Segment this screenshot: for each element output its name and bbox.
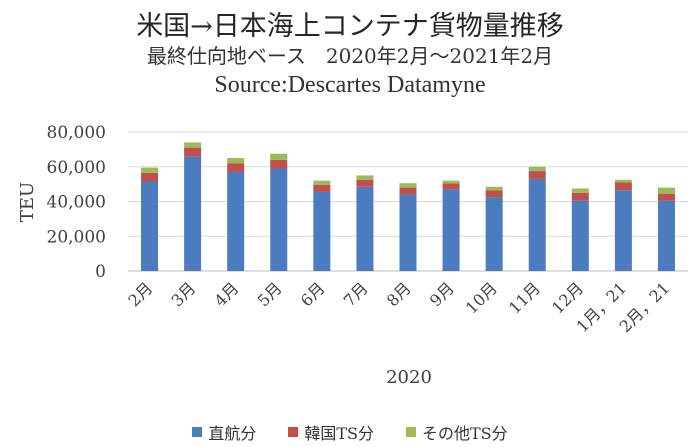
legend-swatch-korea bbox=[288, 427, 299, 437]
y-tick-label: 60,000 bbox=[47, 158, 106, 178]
x-tick-label: 12月 bbox=[548, 278, 587, 317]
bar-other bbox=[184, 142, 202, 148]
bar-direct bbox=[356, 186, 374, 271]
bar-korea bbox=[528, 171, 546, 179]
chart-subtitle: 最終仕向地ベース 2020年2月～2021年2月 bbox=[146, 44, 554, 68]
y-tick-label: 20,000 bbox=[47, 227, 106, 247]
x-tick-label: 3月 bbox=[167, 278, 199, 310]
legend-swatch-other bbox=[406, 427, 416, 437]
bar-direct bbox=[184, 156, 202, 271]
x-tick-label: 5月 bbox=[254, 278, 286, 310]
legend-item-korea: 韓国TS分 bbox=[288, 420, 374, 444]
bar-korea bbox=[442, 183, 460, 190]
bar-korea bbox=[356, 179, 374, 187]
y-tick-label: 0 bbox=[95, 262, 106, 282]
bar-other bbox=[313, 180, 331, 185]
x-tick-label: 2月 bbox=[124, 278, 156, 310]
bar-direct bbox=[141, 181, 159, 271]
y-tick-label: 80,000 bbox=[47, 123, 106, 143]
x-tick-label: 8月 bbox=[383, 278, 415, 310]
y-axis-label: TEU bbox=[17, 182, 38, 222]
bar-korea bbox=[657, 193, 675, 201]
legend-label-korea: 韓国TS分 bbox=[304, 424, 374, 443]
bar-korea bbox=[141, 172, 159, 182]
x-tick-label: 6月 bbox=[297, 278, 329, 310]
bar-direct bbox=[399, 194, 417, 271]
bar-direct bbox=[442, 189, 460, 271]
bar-other bbox=[571, 188, 589, 193]
legend-label-direct: 直航分 bbox=[208, 424, 257, 443]
bar-direct bbox=[571, 200, 589, 271]
legend-swatch-direct bbox=[192, 427, 203, 437]
bar-other bbox=[485, 186, 503, 191]
bar-other bbox=[270, 153, 288, 160]
chart-title: 米国→日本海上コンテナ貨物量推移 bbox=[136, 11, 564, 42]
bar-other bbox=[528, 166, 546, 172]
bar-other bbox=[356, 175, 374, 180]
x-tick-label: 7月 bbox=[340, 278, 372, 310]
bar-other bbox=[442, 180, 460, 184]
bar-korea bbox=[270, 159, 288, 169]
x-tick-label: 11月 bbox=[505, 278, 544, 317]
legend-label-other: その他TS分 bbox=[422, 424, 508, 443]
x-axis-label: 2020 bbox=[386, 367, 432, 388]
bar-direct bbox=[313, 191, 331, 271]
chart-source: Source:Descartes Datamyne bbox=[214, 72, 486, 98]
bar-direct bbox=[614, 190, 632, 271]
x-tick-label: 10月 bbox=[462, 278, 501, 317]
bar-korea bbox=[227, 163, 245, 172]
bar-direct bbox=[270, 168, 288, 271]
bar-direct bbox=[528, 178, 546, 271]
bar-other bbox=[657, 187, 675, 194]
bar-direct bbox=[227, 171, 245, 271]
x-tick-label: 9月 bbox=[426, 278, 458, 310]
y-tick-label: 40,000 bbox=[47, 193, 106, 213]
bar-direct bbox=[657, 200, 675, 271]
bar-korea bbox=[313, 184, 331, 192]
bar-korea bbox=[184, 147, 202, 157]
bar-korea bbox=[485, 190, 503, 198]
legend-item-other: その他TS分 bbox=[406, 420, 508, 444]
x-tick-label: 4月 bbox=[211, 278, 243, 310]
legend-item-direct: 直航分 bbox=[192, 420, 256, 444]
bar-other bbox=[399, 183, 417, 188]
bar-other bbox=[614, 179, 632, 183]
bar-korea bbox=[399, 187, 417, 195]
bar-korea bbox=[614, 182, 632, 191]
bar-direct bbox=[485, 197, 503, 271]
bar-other bbox=[227, 158, 245, 164]
legend: 直航分 韓国TS分 その他TS分 bbox=[0, 420, 700, 444]
bar-korea bbox=[571, 192, 589, 201]
bar-other bbox=[141, 167, 159, 173]
